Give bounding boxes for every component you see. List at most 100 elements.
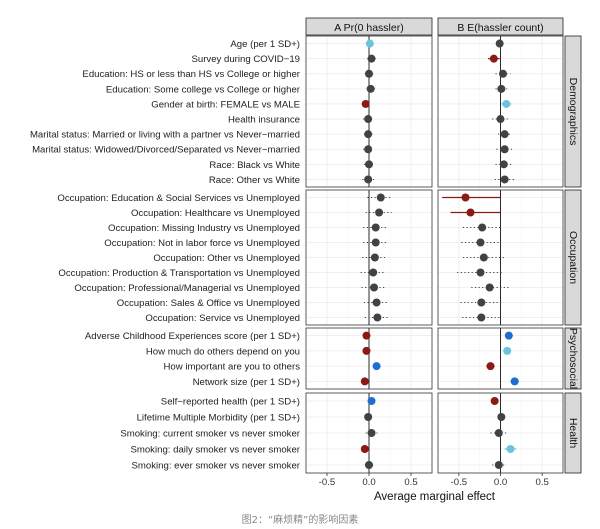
row-label: Gender at birth: FEMALE vs MALE — [151, 99, 300, 110]
row-label: Lifetime Multiple Morbidity (per 1 SD+) — [137, 412, 300, 423]
point-estimate — [365, 39, 374, 48]
point-estimate — [499, 160, 508, 169]
facet-label-demographics: Demographics — [567, 78, 579, 146]
panel-border — [437, 189, 564, 326]
row-label: Network size (per 1 SD+) — [193, 377, 300, 388]
tick-label: 0.0 — [494, 477, 507, 488]
tick-label: -0.5 — [319, 477, 336, 488]
facet-label-occupation: Occupation — [567, 231, 579, 284]
point-estimate — [361, 99, 370, 108]
point-estimate — [478, 223, 487, 232]
row-label: Education: Some college vs College or hi… — [106, 84, 301, 95]
row-label: Smoking: current smoker vs never smoker — [120, 428, 300, 439]
facet-strip-demographics — [564, 35, 582, 188]
point-estimate — [365, 69, 373, 78]
row-label: Education: HS or less than HS vs College… — [82, 69, 300, 80]
point-estimate — [499, 69, 507, 78]
tick-label: 0.5 — [404, 477, 417, 488]
point-estimate — [495, 39, 504, 48]
point-estimate — [490, 397, 499, 405]
row-label: Occupation: Not in labor force vs Unempl… — [104, 238, 300, 249]
figure-caption: 图2：“麻烦精”的影响因素 — [241, 515, 359, 526]
point-estimate — [362, 331, 371, 340]
point-estimate — [476, 268, 485, 277]
point-estimate — [477, 313, 486, 322]
panel-border — [305, 189, 433, 326]
panel-border — [305, 327, 433, 390]
row-label: Adverse Childhood Experiences score (per… — [85, 331, 300, 342]
row-label: Occupation: Education & Social Services … — [57, 193, 300, 204]
point-estimate — [500, 145, 509, 154]
point-estimate — [496, 115, 505, 124]
point-estimate — [479, 253, 488, 262]
x-axis-title: Average marginal effect — [374, 491, 496, 503]
point-estimate — [375, 208, 384, 217]
row-label: Survey during COVID−19 — [191, 54, 300, 65]
panel-border — [437, 35, 564, 188]
point-estimate — [373, 313, 382, 322]
row-label: Marital status: Widowed/Divorced/Separat… — [32, 145, 300, 156]
tick-label: -0.5 — [451, 477, 468, 488]
panel-title-B: B E(hassler count) — [457, 22, 543, 34]
point-estimate — [494, 461, 503, 469]
point-estimate — [364, 130, 373, 139]
row-label: Occupation: Healthcare vs Unemployed — [131, 208, 300, 219]
row-label: Occupation: Missing Industry vs Unemploy… — [108, 223, 300, 234]
facet-label-psychosocial: Psychosocial — [567, 328, 579, 389]
point-estimate — [364, 115, 373, 124]
tick-label: 0.5 — [535, 477, 548, 488]
point-estimate — [461, 193, 470, 202]
row-label: Occupation: Sales & Office vs Unemployed — [117, 298, 300, 309]
panel-border — [437, 327, 564, 390]
point-estimate — [376, 193, 385, 202]
row-label: How important are you to others — [163, 362, 300, 373]
point-estimate — [360, 377, 369, 386]
facet-strip-psychosocial — [564, 327, 582, 390]
point-estimate — [486, 362, 495, 371]
point-estimate — [365, 461, 373, 469]
point-estimate — [366, 84, 375, 93]
row-label: Age (per 1 SD+) — [230, 39, 300, 50]
point-estimate — [367, 429, 376, 437]
point-estimate — [364, 413, 373, 421]
row-label: Health insurance — [228, 114, 300, 125]
point-estimate — [485, 283, 494, 292]
facet-strip-occupation — [564, 189, 582, 326]
row-label: Marital status: Married or living with a… — [30, 130, 300, 141]
point-estimate — [370, 283, 379, 292]
point-estimate — [372, 298, 381, 307]
point-estimate — [370, 253, 379, 262]
point-estimate — [500, 130, 509, 139]
point-estimate — [367, 54, 376, 63]
row-label: Smoking: daily smoker vs never smoker — [130, 444, 300, 455]
point-estimate — [477, 298, 486, 307]
point-estimate — [510, 377, 519, 386]
point-estimate — [369, 268, 378, 277]
row-label: Smoking: ever smoker vs never smoker — [132, 460, 301, 471]
point-estimate — [489, 54, 498, 63]
panel-title-A: A Pr(0 hassler) — [334, 22, 403, 34]
point-estimate — [371, 238, 380, 247]
point-estimate — [362, 346, 371, 355]
point-estimate — [497, 84, 506, 93]
tick-label: 0.0 — [362, 477, 375, 488]
row-label: Occupation: Service vs Unemployed — [145, 313, 300, 324]
panel-border — [305, 35, 433, 188]
point-estimate — [506, 445, 515, 453]
point-estimate — [504, 331, 513, 340]
point-estimate — [497, 413, 506, 421]
row-label: How much do others depend on you — [146, 346, 300, 357]
point-estimate — [360, 445, 369, 453]
row-label: Occupation: Production & Transportation … — [58, 268, 300, 279]
row-label: Self−reported health (per 1 SD+) — [161, 396, 300, 407]
point-estimate — [364, 145, 373, 154]
point-estimate — [503, 346, 512, 355]
facet-strip-health — [564, 392, 582, 474]
point-estimate — [365, 160, 373, 169]
point-estimate — [364, 175, 373, 184]
point-estimate — [371, 223, 380, 232]
row-label: Occupation: Other vs Unemployed — [153, 253, 300, 264]
point-estimate — [494, 429, 503, 437]
row-label: Race: Other vs White — [209, 175, 300, 186]
